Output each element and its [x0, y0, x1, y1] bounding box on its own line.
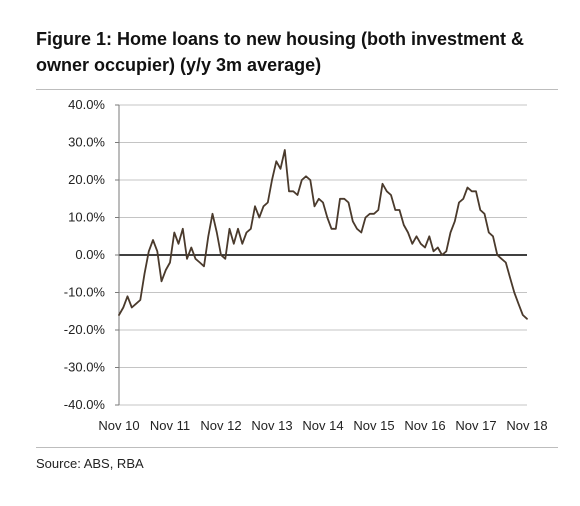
x-tick-label: Nov 11: [150, 418, 190, 433]
x-tick-label: Nov 10: [98, 418, 139, 433]
x-tick-label: Nov 15: [353, 418, 394, 433]
y-tick-label: -30.0%: [64, 360, 106, 375]
series-layer: [118, 149, 528, 320]
axes: [115, 104, 120, 406]
y-tick-label: 10.0%: [68, 210, 105, 225]
y-tick-label: -10.0%: [64, 285, 106, 300]
title-divider: [36, 89, 558, 90]
y-tick-label: 0.0%: [75, 247, 105, 262]
y-tick-label: -40.0%: [64, 397, 106, 412]
x-tick-label: Nov 14: [302, 418, 343, 433]
chart-title: Figure 1: Home loans to new housing (bot…: [36, 29, 525, 75]
y-axis-tick-labels: 40.0% 30.0% 20.0% 10.0% 0.0% -10.0% -20.0% -30.…: [64, 97, 106, 412]
y-tick-label: 30.0%: [68, 135, 105, 150]
footer-divider: [36, 447, 558, 448]
x-axis-tick-labels: Nov 10 Nov 11 Nov 12 Nov 13 Nov 14 Nov 15 Nov …: [98, 418, 547, 433]
y-tick-label: 20.0%: [68, 172, 105, 187]
gridlines: [119, 104, 527, 406]
line-chart: 40.0% 30.0% 20.0% 10.0% 0.0% -10.0% -20.0% -30.…: [64, 97, 548, 433]
x-tick-label: Nov 12: [200, 418, 241, 433]
y-tick-label: 40.0%: [68, 97, 105, 112]
x-tick-label: Nov 18: [506, 418, 547, 433]
series-line: [118, 149, 528, 320]
y-tick-label: -20.0%: [64, 322, 106, 337]
x-tick-label: Nov 16: [404, 418, 445, 433]
x-tick-label: Nov 13: [251, 418, 292, 433]
source-note: Source: ABS, RBA: [36, 456, 144, 471]
x-tick-label: Nov 17: [455, 418, 496, 433]
